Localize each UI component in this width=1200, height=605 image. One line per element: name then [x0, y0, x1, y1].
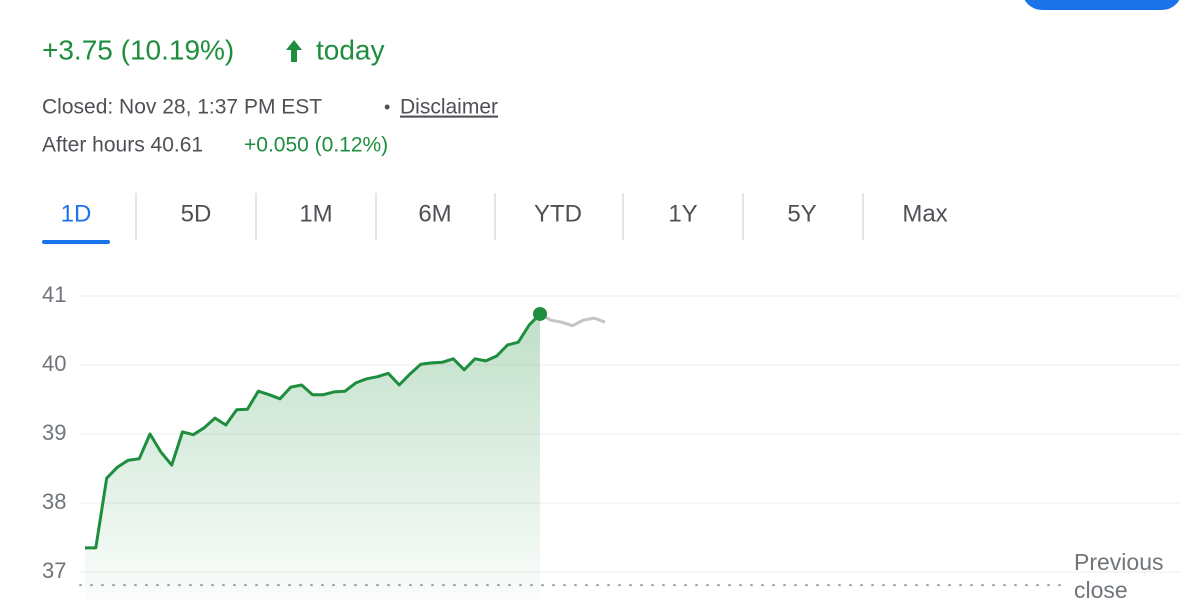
range-tab[interactable]: 6M — [418, 200, 451, 227]
price-line — [85, 312, 542, 550]
range-tab[interactable]: Max — [902, 200, 947, 227]
y-tick-label: 38 — [42, 489, 66, 514]
separator: • — [384, 97, 390, 117]
area-fill — [85, 313, 540, 600]
range-tab[interactable]: 1D — [61, 200, 92, 227]
range-tab[interactable]: YTD — [534, 200, 582, 227]
range-tab[interactable]: 5D — [181, 200, 212, 227]
today-label: today — [316, 34, 385, 65]
range-tab[interactable]: 5Y — [787, 200, 816, 227]
follow-button[interactable] — [1022, 0, 1182, 10]
y-tick-label: 37 — [42, 558, 66, 583]
closed-time: Closed: Nov 28, 1:37 PM EST — [42, 96, 322, 119]
y-tick-label: 39 — [42, 420, 66, 445]
up-arrow — [286, 40, 302, 62]
range-tab[interactable]: 1M — [299, 200, 332, 227]
y-tick-label: 41 — [42, 282, 66, 307]
after-hours-change: +0.050 (0.12%) — [244, 134, 388, 157]
after-hours-price: After hours 40.61 — [42, 134, 203, 157]
disclaimer-link[interactable]: Disclaimer — [400, 96, 498, 119]
last-price-dot — [533, 306, 547, 321]
after-hours-line — [539, 312, 606, 328]
previous-close-label: Previous close — [1074, 549, 1164, 603]
y-tick-label: 40 — [42, 351, 66, 376]
tab-separators — [135, 193, 864, 240]
range-tab[interactable]: 1Y — [668, 200, 697, 227]
active-tab-indicator — [42, 240, 110, 244]
price-change: +3.75 (10.19%) — [42, 34, 234, 65]
